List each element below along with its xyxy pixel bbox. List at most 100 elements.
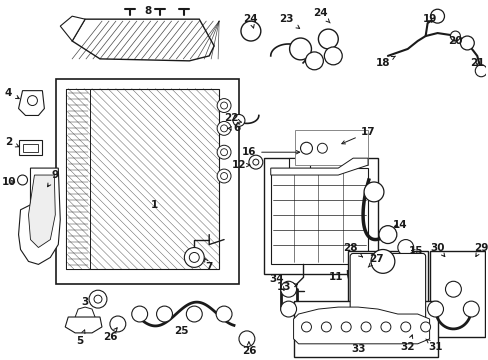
Circle shape <box>449 31 459 41</box>
Polygon shape <box>293 307 429 344</box>
Polygon shape <box>19 168 60 264</box>
Polygon shape <box>72 19 214 61</box>
Text: 6: 6 <box>227 123 240 133</box>
Bar <box>294 130 367 165</box>
Circle shape <box>217 99 230 112</box>
Circle shape <box>300 142 312 154</box>
Circle shape <box>220 149 227 156</box>
Text: 26: 26 <box>241 342 256 356</box>
Text: 30: 30 <box>429 243 444 257</box>
Circle shape <box>420 322 430 332</box>
Bar <box>270 168 367 264</box>
Circle shape <box>289 38 311 60</box>
Circle shape <box>382 319 402 339</box>
Circle shape <box>220 102 227 109</box>
Circle shape <box>353 260 371 278</box>
Circle shape <box>317 143 326 153</box>
Circle shape <box>233 114 244 126</box>
Text: 5: 5 <box>76 330 85 346</box>
Circle shape <box>252 159 258 165</box>
Polygon shape <box>270 158 367 175</box>
Bar <box>288 158 310 168</box>
Circle shape <box>220 125 227 132</box>
Bar <box>66 89 219 269</box>
Polygon shape <box>65 317 102 333</box>
Circle shape <box>463 301 478 317</box>
Circle shape <box>220 172 227 180</box>
Bar <box>293 301 437 357</box>
Circle shape <box>364 182 383 202</box>
Bar <box>429 252 484 337</box>
Text: 22: 22 <box>224 113 241 123</box>
Circle shape <box>318 29 338 49</box>
Bar <box>22 144 39 152</box>
Circle shape <box>217 145 230 159</box>
Text: 24: 24 <box>312 8 329 23</box>
Text: 27: 27 <box>367 255 383 267</box>
Circle shape <box>474 65 486 77</box>
Text: 12: 12 <box>231 160 249 170</box>
Bar <box>66 89 90 269</box>
Bar <box>263 158 377 274</box>
Text: 10: 10 <box>1 177 16 187</box>
Text: 23: 23 <box>279 14 299 28</box>
Text: 18: 18 <box>375 56 395 68</box>
Circle shape <box>301 322 311 332</box>
Text: 20: 20 <box>447 36 462 46</box>
Polygon shape <box>19 91 44 116</box>
Text: 4: 4 <box>5 87 19 99</box>
Text: 8: 8 <box>143 6 151 16</box>
Text: 16: 16 <box>241 147 299 157</box>
Circle shape <box>110 316 125 332</box>
Circle shape <box>27 96 38 105</box>
Text: 1: 1 <box>151 200 158 210</box>
Circle shape <box>430 9 444 23</box>
Circle shape <box>305 52 323 70</box>
Bar <box>56 79 239 284</box>
Circle shape <box>459 36 473 50</box>
Text: 3: 3 <box>81 297 88 307</box>
Text: 15: 15 <box>407 247 422 256</box>
Circle shape <box>370 249 394 273</box>
Text: 2: 2 <box>5 137 19 147</box>
Text: 13: 13 <box>276 282 297 292</box>
Text: 14: 14 <box>392 220 407 230</box>
Circle shape <box>189 252 199 262</box>
Text: 7: 7 <box>204 258 212 273</box>
Circle shape <box>239 331 254 347</box>
Bar <box>19 140 42 155</box>
Circle shape <box>94 295 102 303</box>
Circle shape <box>217 169 230 183</box>
Text: 26: 26 <box>102 328 117 342</box>
Circle shape <box>241 21 260 41</box>
Circle shape <box>156 306 172 322</box>
Circle shape <box>397 239 413 256</box>
Circle shape <box>280 281 296 297</box>
Text: 33: 33 <box>350 344 365 354</box>
Circle shape <box>217 121 230 135</box>
Text: 32: 32 <box>400 335 414 352</box>
Circle shape <box>324 47 342 65</box>
Text: 17: 17 <box>341 127 375 144</box>
Circle shape <box>321 322 331 332</box>
Bar <box>347 252 427 337</box>
Circle shape <box>131 306 147 322</box>
FancyBboxPatch shape <box>349 253 425 335</box>
Circle shape <box>186 306 202 322</box>
Circle shape <box>341 322 350 332</box>
Text: 9: 9 <box>47 170 59 187</box>
Circle shape <box>184 248 204 267</box>
Text: 31: 31 <box>425 339 442 352</box>
Circle shape <box>248 155 262 169</box>
Circle shape <box>89 290 107 308</box>
Circle shape <box>400 322 410 332</box>
Circle shape <box>427 301 443 317</box>
Text: 29: 29 <box>473 243 488 257</box>
Text: 25: 25 <box>174 326 188 336</box>
Text: 24: 24 <box>243 14 258 28</box>
Circle shape <box>216 306 231 322</box>
Circle shape <box>18 175 27 185</box>
Circle shape <box>280 301 296 317</box>
Text: 21: 21 <box>469 58 484 68</box>
Circle shape <box>378 226 396 244</box>
